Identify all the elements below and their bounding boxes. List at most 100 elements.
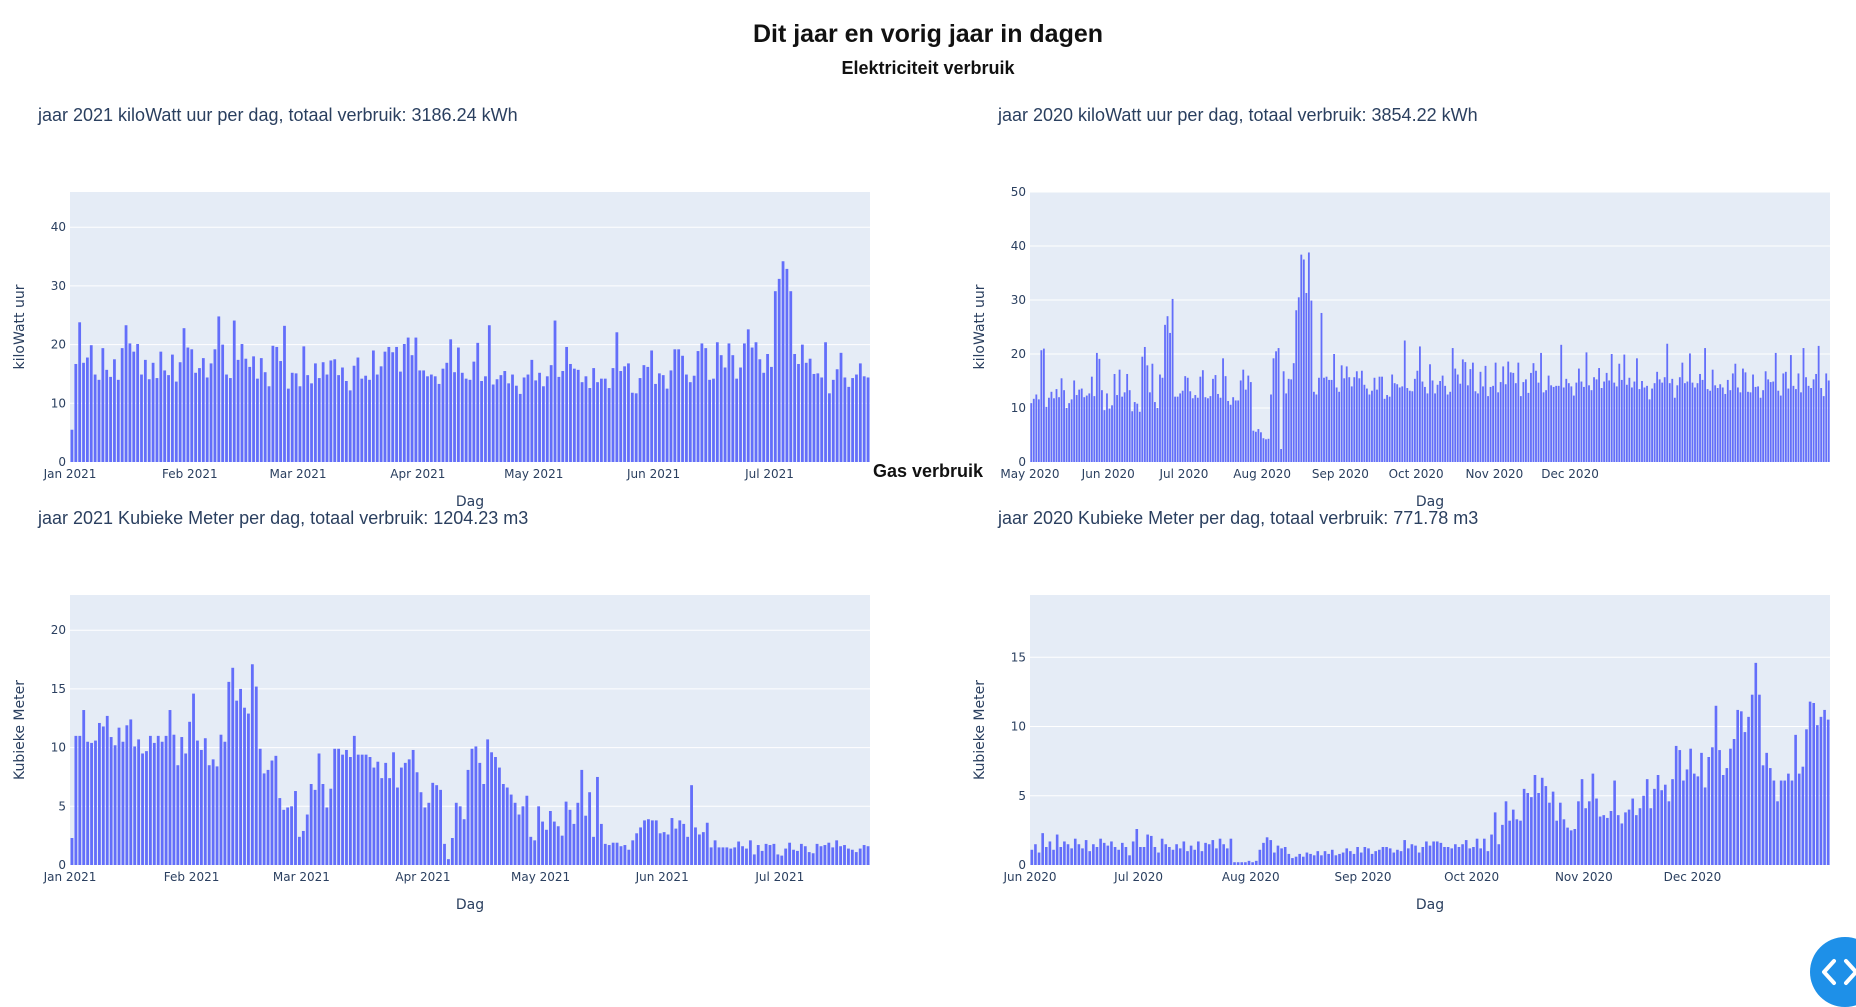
- bar[interactable]: [537, 806, 541, 865]
- bar[interactable]: [862, 376, 866, 462]
- bar[interactable]: [1330, 849, 1334, 865]
- bar[interactable]: [748, 840, 752, 865]
- bar[interactable]: [1225, 848, 1229, 865]
- bar[interactable]: [1146, 365, 1149, 462]
- bar[interactable]: [302, 346, 306, 462]
- bar[interactable]: [101, 726, 105, 865]
- bar[interactable]: [1522, 788, 1526, 865]
- bar[interactable]: [1817, 345, 1820, 462]
- bar[interactable]: [754, 342, 758, 462]
- bar[interactable]: [819, 846, 823, 865]
- bar[interactable]: [803, 846, 807, 865]
- bar[interactable]: [642, 365, 646, 462]
- bar[interactable]: [1620, 823, 1624, 865]
- bar[interactable]: [1474, 391, 1477, 462]
- bar[interactable]: [866, 377, 870, 462]
- bar[interactable]: [713, 840, 717, 865]
- bar[interactable]: [611, 368, 615, 462]
- bar[interactable]: [1327, 853, 1330, 865]
- bar[interactable]: [1116, 395, 1118, 462]
- bar[interactable]: [1176, 396, 1179, 462]
- bar[interactable]: [666, 834, 670, 865]
- bar[interactable]: [1800, 392, 1802, 462]
- bar[interactable]: [611, 842, 615, 865]
- bar[interactable]: [1408, 390, 1411, 462]
- bar[interactable]: [1398, 387, 1401, 462]
- bar[interactable]: [192, 693, 195, 865]
- bar[interactable]: [1169, 332, 1171, 462]
- bar[interactable]: [454, 802, 458, 865]
- bar[interactable]: [1128, 855, 1131, 865]
- bar[interactable]: [1683, 383, 1686, 462]
- bar[interactable]: [1794, 734, 1797, 865]
- bar[interactable]: [824, 342, 827, 462]
- bar[interactable]: [1540, 777, 1544, 865]
- bar[interactable]: [1124, 847, 1128, 865]
- bar[interactable]: [1189, 391, 1192, 462]
- bar[interactable]: [215, 766, 219, 865]
- bar[interactable]: [86, 741, 90, 865]
- bar[interactable]: [1711, 369, 1714, 462]
- bar[interactable]: [244, 358, 248, 462]
- bar[interactable]: [375, 374, 379, 462]
- bar[interactable]: [395, 346, 398, 462]
- bar[interactable]: [190, 349, 194, 462]
- bar[interactable]: [1587, 801, 1591, 865]
- bar[interactable]: [125, 725, 129, 865]
- bar[interactable]: [290, 372, 294, 462]
- bar[interactable]: [789, 291, 793, 462]
- bar[interactable]: [176, 765, 180, 865]
- bar[interactable]: [232, 320, 236, 462]
- bar[interactable]: [823, 845, 827, 865]
- bar[interactable]: [1663, 377, 1666, 462]
- bar[interactable]: [843, 377, 847, 462]
- bar[interactable]: [1108, 408, 1111, 462]
- bar[interactable]: [1410, 844, 1414, 865]
- bar[interactable]: [599, 823, 603, 865]
- bar[interactable]: [1643, 387, 1646, 462]
- bar[interactable]: [1275, 351, 1277, 462]
- bar[interactable]: [1646, 385, 1648, 462]
- bar[interactable]: [1063, 390, 1065, 462]
- bar[interactable]: [1181, 390, 1184, 462]
- bar[interactable]: [596, 776, 599, 865]
- bar[interactable]: [727, 343, 731, 462]
- bar[interactable]: [1703, 787, 1707, 865]
- bar[interactable]: [1093, 396, 1096, 462]
- bar[interactable]: [1734, 363, 1737, 462]
- bar[interactable]: [372, 767, 376, 865]
- bar[interactable]: [1801, 766, 1805, 865]
- bar[interactable]: [1272, 358, 1275, 462]
- bar[interactable]: [1280, 848, 1283, 865]
- bar[interactable]: [1392, 852, 1396, 865]
- bar[interactable]: [1519, 396, 1522, 462]
- bar[interactable]: [1285, 393, 1288, 462]
- bar[interactable]: [1565, 378, 1568, 462]
- bar[interactable]: [557, 376, 561, 462]
- bar[interactable]: [1461, 359, 1464, 462]
- bar[interactable]: [1517, 362, 1520, 462]
- bar[interactable]: [1682, 780, 1685, 865]
- bar[interactable]: [807, 852, 811, 865]
- bar[interactable]: [383, 351, 387, 462]
- bar[interactable]: [1421, 847, 1425, 865]
- bar[interactable]: [1605, 372, 1608, 462]
- bar[interactable]: [560, 835, 564, 865]
- bar[interactable]: [337, 748, 341, 865]
- bar[interactable]: [1258, 849, 1262, 865]
- bar[interactable]: [1736, 387, 1739, 462]
- bar[interactable]: [731, 355, 735, 462]
- bar[interactable]: [348, 390, 352, 462]
- bar[interactable]: [1142, 847, 1146, 865]
- bar[interactable]: [1370, 853, 1374, 865]
- bar[interactable]: [225, 374, 228, 462]
- bar[interactable]: [650, 350, 654, 462]
- bar[interactable]: [337, 375, 340, 462]
- bar[interactable]: [1618, 363, 1621, 462]
- bar[interactable]: [1277, 348, 1280, 462]
- bar[interactable]: [1522, 382, 1525, 462]
- bar[interactable]: [592, 836, 595, 865]
- bar[interactable]: [392, 752, 395, 865]
- bar[interactable]: [665, 388, 669, 462]
- bar[interactable]: [530, 359, 534, 462]
